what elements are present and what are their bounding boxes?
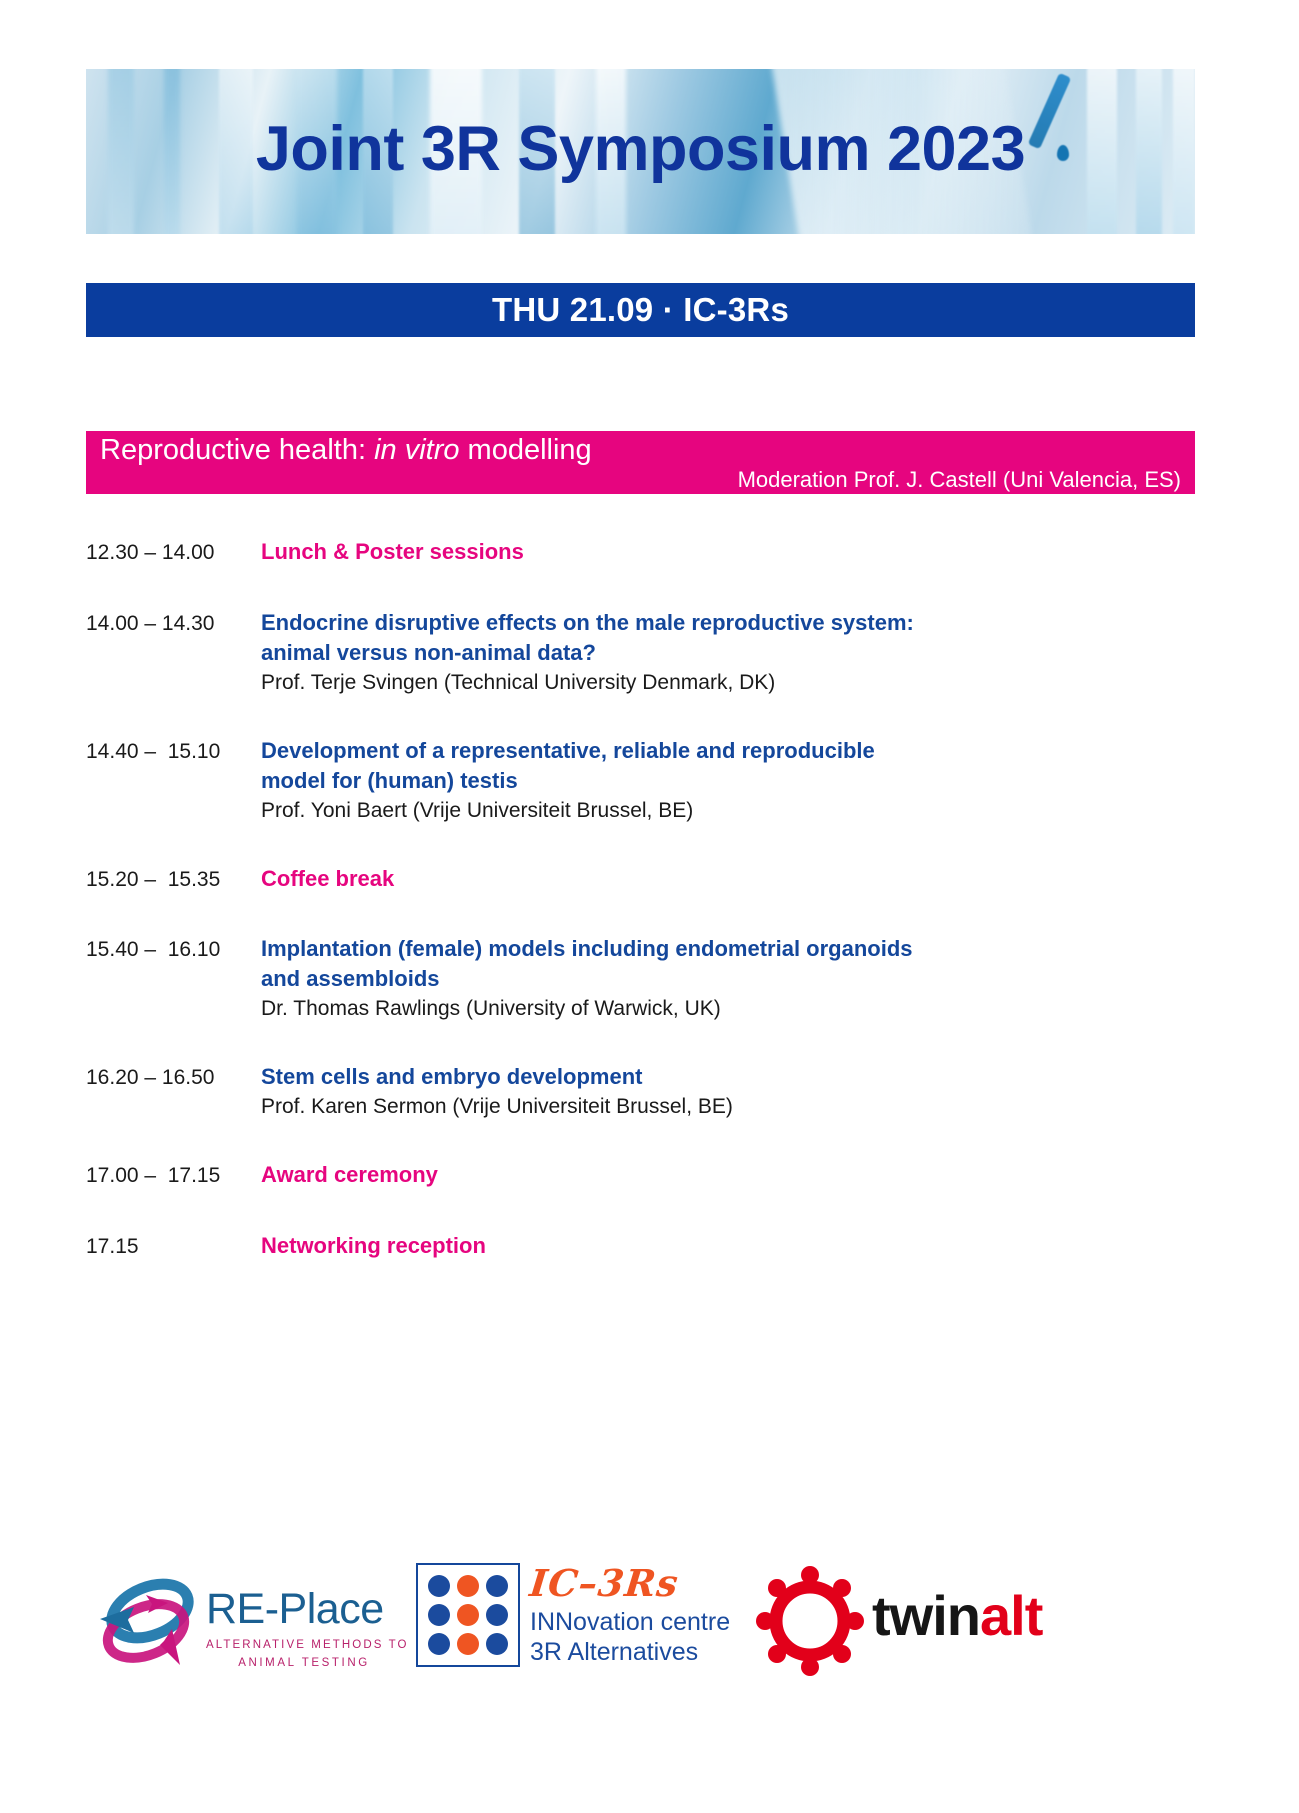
banner-test-tube xyxy=(518,69,555,234)
schedule-speaker: Prof. Yoni Baert (Vrije Universiteit Bru… xyxy=(261,799,694,822)
replace-tagline-line1: ALTERNATIVE METHODS TO xyxy=(206,1639,409,1651)
session-header-bar: Reproductive health: in vitro modelling … xyxy=(86,431,1195,494)
schedule-time: 17.15 xyxy=(86,1235,139,1258)
schedule-row: 15.20 – 15.35 Coffee break xyxy=(86,864,1196,895)
banner-test-tube xyxy=(1173,69,1195,234)
ic3rs-dot xyxy=(456,1603,479,1626)
footer-logo-strip: RE-Place ALTERNATIVE METHODS TO ANIMAL T… xyxy=(86,1555,1196,1705)
banner-test-tube xyxy=(363,69,394,234)
schedule-entry: Endocrine disruptive effects on the male… xyxy=(261,608,1196,698)
schedule-time: 15.40 – 16.10 xyxy=(86,938,221,961)
schedule-entry: Coffee break xyxy=(261,864,1196,894)
schedule-time: 14.40 – 15.10 xyxy=(86,740,221,763)
banner-streak xyxy=(108,69,135,234)
twinalt-wordmark: twinalt xyxy=(872,1583,1043,1648)
ic3rs-subtitle-line1: INNovation centre xyxy=(530,1608,731,1636)
schedule-time: 14.00 – 14.30 xyxy=(86,612,215,635)
schedule-row: 17.00 – 17.15 Award ceremony xyxy=(86,1160,1196,1191)
ic3rs-subtitle-line2: 3R Alternatives xyxy=(530,1638,699,1666)
header-banner-image: Joint 3R Symposium 2023 xyxy=(86,69,1195,234)
session-moderation: Moderation Prof. J. Castell (Uni Valenci… xyxy=(737,467,1181,492)
banner-streak xyxy=(596,69,627,234)
schedule-time: 15.20 – 15.35 xyxy=(86,868,221,891)
schedule-title: Lunch & Poster sessions xyxy=(261,539,524,564)
schedule-entry: Award ceremony xyxy=(261,1160,1196,1190)
schedule-title: Endocrine disruptive effects on the male… xyxy=(261,610,914,635)
banner-streak xyxy=(429,69,482,234)
schedule-speaker: Dr. Thomas Rawlings (University of Warwi… xyxy=(261,997,721,1020)
schedule-title: Award ceremony xyxy=(261,1162,438,1187)
schedule-title: Coffee break xyxy=(261,866,395,891)
schedule-entry: Stem cells and embryo development Prof. … xyxy=(261,1062,1196,1122)
schedule-title-line2: animal versus non-animal data? xyxy=(261,640,596,665)
session-title-prefix: Reproductive health: xyxy=(100,434,375,466)
schedule-speaker: Prof. Terje Svingen (Technical Universit… xyxy=(261,671,776,694)
schedule-row: 14.40 – 15.10 Development of a represent… xyxy=(86,736,1196,826)
schedule-title-line2: and assembloids xyxy=(261,966,440,991)
banner-test-tube xyxy=(1135,69,1162,234)
schedule-row: 14.00 – 14.30 Endocrine disruptive effec… xyxy=(86,608,1196,698)
banner-test-tube xyxy=(219,69,254,234)
session-title: Reproductive health: in vitro modelling xyxy=(100,434,1181,467)
schedule-title: Networking reception xyxy=(261,1233,486,1258)
schedule-entry: Networking reception xyxy=(261,1231,1196,1261)
ic3rs-dot xyxy=(485,1575,508,1598)
ic3rs-logo: IC–3Rs INNovation centre 3R Alternatives xyxy=(416,1555,746,1695)
ic3rs-wordmark: IC–3Rs xyxy=(527,1561,681,1605)
banner-streak xyxy=(296,69,337,234)
day-header-label: THU 21.09 · IC-3Rs xyxy=(491,291,790,328)
session-title-suffix: modelling xyxy=(459,434,592,466)
day-header-bar: THU 21.09 · IC-3Rs xyxy=(86,283,1195,337)
ic3rs-dot xyxy=(485,1603,508,1626)
replace-logo: RE-Place ALTERNATIVE METHODS TO ANIMAL T… xyxy=(94,1557,409,1687)
ic3rs-dot xyxy=(428,1632,451,1655)
schedule-entry: Implantation (female) models including e… xyxy=(261,934,1196,1024)
schedule-entry: Lunch & Poster sessions xyxy=(261,537,1196,567)
twinalt-wordmark-part1: twin xyxy=(872,1584,981,1647)
banner-test-tube xyxy=(1087,69,1118,234)
ic3rs-dot xyxy=(428,1575,451,1598)
session-title-italic: in vitro xyxy=(374,434,460,466)
twinalt-logo: twinalt xyxy=(754,1559,1084,1689)
schedule-time: 12.30 – 14.00 xyxy=(86,541,215,564)
page-title: Joint 3R Symposium 2023 xyxy=(255,113,1026,184)
schedule-title-line2: model for (human) testis xyxy=(261,768,518,793)
replace-swirl-icon xyxy=(100,1578,194,1665)
schedule-time: 17.00 – 17.15 xyxy=(86,1164,221,1187)
ic3rs-dot xyxy=(456,1632,479,1655)
twinalt-ring-icon xyxy=(756,1566,864,1676)
ic3rs-dot xyxy=(456,1575,479,1598)
schedule-speaker: Prof. Karen Sermon (Vrije Universiteit B… xyxy=(261,1095,733,1118)
ic3rs-dot xyxy=(485,1632,508,1655)
schedule-entry: Development of a representative, reliabl… xyxy=(261,736,1196,826)
schedule-row: 16.20 – 16.50 Stem cells and embryo deve… xyxy=(86,1062,1196,1122)
ic3rs-dot xyxy=(428,1603,451,1626)
replace-tagline-line2: ANIMAL TESTING xyxy=(238,1657,370,1669)
schedule-time: 16.20 – 16.50 xyxy=(86,1066,215,1089)
banner-streak xyxy=(163,69,180,234)
schedule-row: 12.30 – 14.00 Lunch & Poster sessions xyxy=(86,537,1196,568)
schedule-list: 12.30 – 14.00 Lunch & Poster sessions 14… xyxy=(86,537,1196,1262)
schedule-title: Stem cells and embryo development xyxy=(261,1064,643,1089)
schedule-row: 15.40 – 16.10 Implantation (female) mode… xyxy=(86,934,1196,1024)
schedule-row: 17.15 Networking reception xyxy=(86,1231,1196,1262)
schedule-title: Implantation (female) models including e… xyxy=(261,936,913,961)
twinalt-wordmark-part2: alt xyxy=(979,1584,1043,1647)
replace-wordmark: RE-Place xyxy=(206,1585,384,1633)
ic3rs-dot-grid-icon xyxy=(416,1563,520,1667)
schedule-title: Development of a representative, reliabl… xyxy=(261,738,875,763)
banner-liquid-drop xyxy=(1056,144,1069,161)
